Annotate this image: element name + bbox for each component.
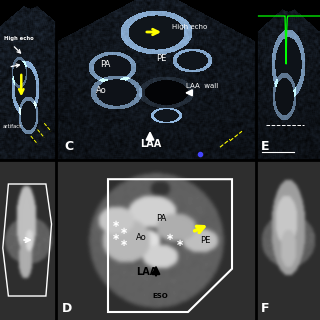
Text: C: C bbox=[64, 140, 73, 153]
Text: PE: PE bbox=[156, 54, 166, 63]
Text: ∗: ∗ bbox=[176, 238, 184, 248]
Text: Ao: Ao bbox=[96, 86, 107, 95]
Text: High echo: High echo bbox=[4, 36, 34, 41]
Text: artifact: artifact bbox=[2, 124, 21, 129]
Text: D: D bbox=[62, 302, 72, 315]
Text: ∗: ∗ bbox=[120, 226, 128, 236]
Text: ∗: ∗ bbox=[112, 219, 120, 229]
Text: Ao: Ao bbox=[136, 233, 147, 242]
Text: PA: PA bbox=[100, 60, 110, 69]
Text: ∗: ∗ bbox=[112, 232, 120, 242]
Text: ESO: ESO bbox=[152, 292, 168, 299]
Text: E: E bbox=[261, 140, 270, 153]
Text: PE: PE bbox=[200, 236, 210, 245]
Text: LAA  wall: LAA wall bbox=[186, 83, 218, 89]
Text: PA: PA bbox=[156, 214, 166, 223]
Text: LAA: LAA bbox=[140, 139, 161, 149]
Text: LAA: LAA bbox=[136, 267, 157, 277]
Text: ∗: ∗ bbox=[166, 232, 174, 242]
Text: F: F bbox=[261, 302, 270, 315]
Text: ∗: ∗ bbox=[120, 238, 128, 248]
Text: High echo: High echo bbox=[172, 24, 207, 30]
